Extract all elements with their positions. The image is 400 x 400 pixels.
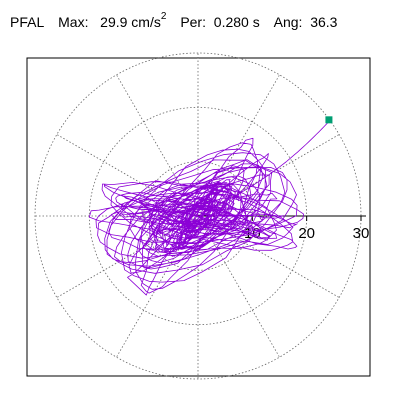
period-value: 0.280 s [213, 14, 260, 30]
angle-value: 36.3 [310, 14, 338, 30]
peak-marker [325, 116, 333, 124]
max-value: 29.9 cm/s [100, 14, 161, 30]
station-code: PFAL [10, 14, 45, 30]
radial-tick-label-20: 20 [298, 225, 315, 242]
plot-frame [26, 57, 371, 377]
grid-spoke-120 [116, 74, 199, 217]
grid-spoke-150 [56, 134, 199, 217]
max-unit-exponent: 2 [160, 11, 167, 22]
orbit-trace [88, 120, 331, 296]
grid-spoke-210 [56, 215, 199, 298]
peak-marker-group [325, 116, 333, 124]
angle-label: Ang: [273, 14, 303, 30]
radial-tick-label-30: 30 [353, 225, 370, 242]
period-label: Per: [180, 14, 206, 30]
orbit-trace-group [88, 120, 331, 296]
max-label: Max: [58, 14, 89, 30]
grid-spoke-240 [116, 215, 199, 358]
grid-spoke-300 [197, 215, 280, 358]
grid-spoke-330 [197, 215, 340, 298]
grid-spoke-60 [197, 74, 280, 217]
title-bar: PFAL Max: 29.9 cm/s2 Per: 0.280 s Ang: 3… [10, 11, 338, 30]
